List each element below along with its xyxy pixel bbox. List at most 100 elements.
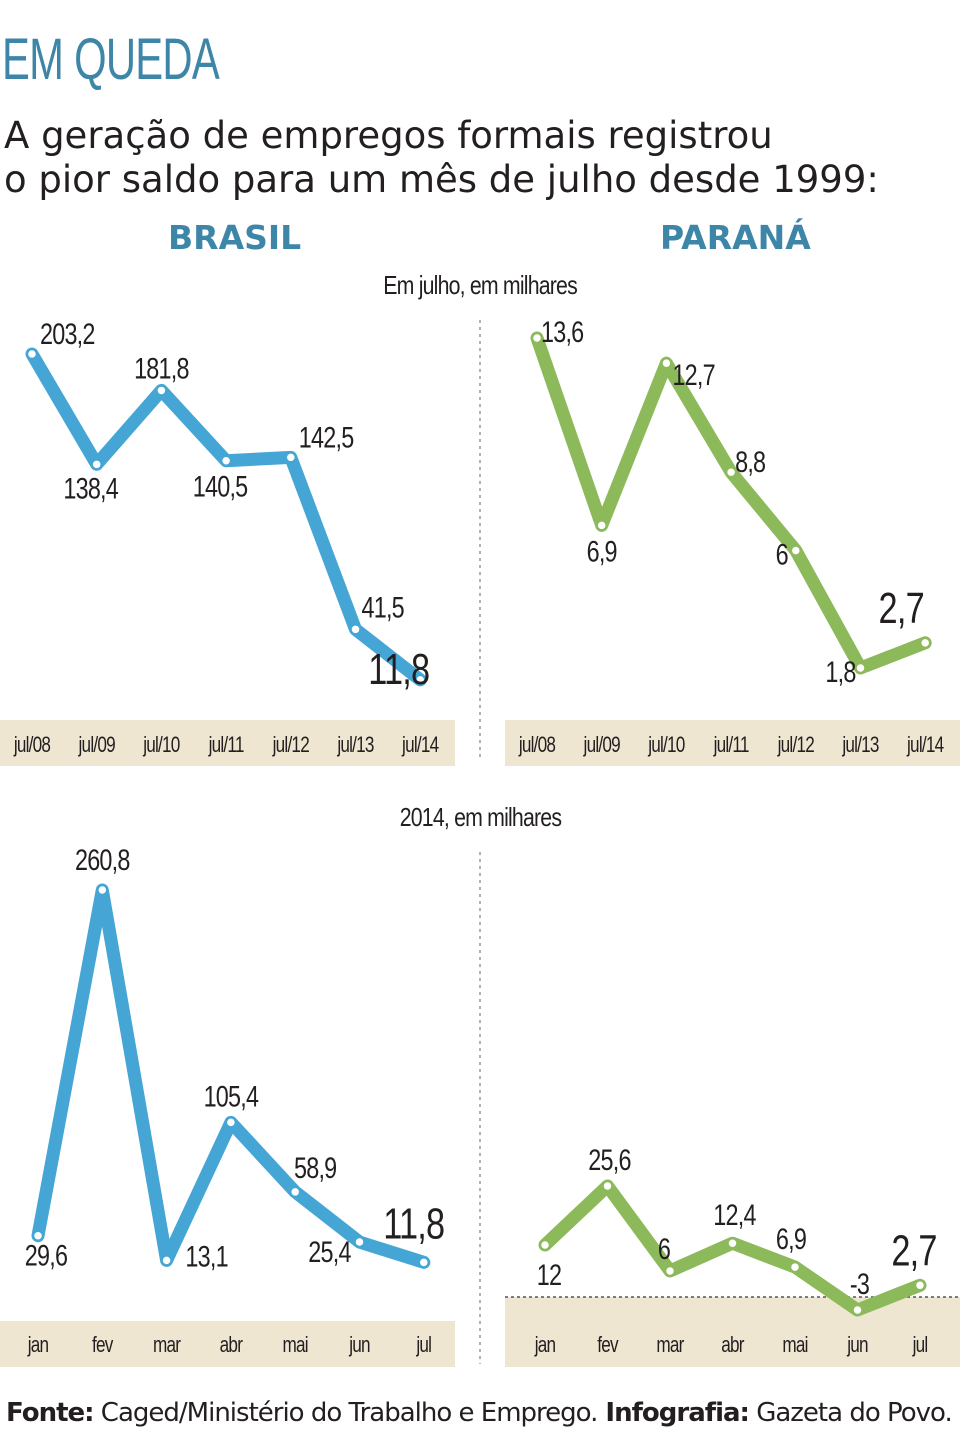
data-point bbox=[919, 637, 931, 649]
axis-band bbox=[505, 1321, 960, 1367]
data-point bbox=[418, 1257, 430, 1268]
x-tick-label: jul/11 bbox=[713, 733, 749, 758]
x-tick-label: jul bbox=[912, 1333, 928, 1358]
data-point bbox=[161, 1255, 172, 1266]
data-label: -3 bbox=[850, 1267, 869, 1300]
data-point bbox=[539, 1239, 551, 1251]
data-point bbox=[414, 674, 426, 686]
data-label: 13,1 bbox=[185, 1240, 227, 1273]
data-label: 142,5 bbox=[299, 421, 354, 454]
data-label: 11,8 bbox=[383, 1199, 444, 1248]
chart-parana-2014: 12 jan 25,6 fev 6 mar 12,4 abr 6,9 mai -3 jun 2,7 jul bbox=[505, 1143, 960, 1367]
x-tick-label: abr bbox=[220, 1333, 244, 1358]
data-point bbox=[354, 1236, 365, 1248]
x-tick-label: jul/09 bbox=[78, 733, 116, 758]
chart-brasil-2014: 29,6 jan 260,8 fev 13,1 mar 105,4 abr 58,9 mai 25,… bbox=[0, 843, 455, 1367]
series-line bbox=[25, 347, 427, 687]
footer-source-label: Fonte: bbox=[6, 1398, 95, 1428]
x-tick-label: jul/14 bbox=[401, 733, 439, 758]
data-label: 6,9 bbox=[587, 535, 617, 568]
data-point bbox=[914, 1280, 926, 1291]
data-label: 8,8 bbox=[735, 445, 765, 478]
headline: EM QUEDA bbox=[2, 27, 220, 92]
data-point bbox=[664, 1265, 676, 1277]
data-point bbox=[855, 662, 866, 674]
data-point bbox=[725, 466, 737, 478]
data-point bbox=[285, 452, 297, 463]
x-tick-label: jun bbox=[348, 1333, 369, 1358]
x-tick-label: fev bbox=[92, 1333, 113, 1358]
series-line bbox=[31, 883, 431, 1269]
footer-source-text: Caged/Ministério do Trabalho e Emprego. bbox=[93, 1398, 599, 1428]
x-tick-label: jan bbox=[27, 1333, 48, 1358]
section-label-2014: 2014, em milhares bbox=[0, 802, 960, 833]
data-label: 12 bbox=[537, 1258, 561, 1291]
region-label-brasil: BRASIL bbox=[168, 218, 302, 257]
data-point bbox=[26, 348, 38, 360]
data-label: 105,4 bbox=[204, 1080, 259, 1113]
x-tick-label: jul/08 bbox=[13, 733, 51, 758]
footer-credit-text: Gazeta do Povo. bbox=[748, 1398, 953, 1428]
data-point bbox=[789, 1261, 801, 1273]
x-tick-label: jul/13 bbox=[336, 733, 374, 758]
axis-band bbox=[505, 720, 960, 766]
x-tick-label: jul/13 bbox=[841, 733, 879, 758]
data-point bbox=[602, 1180, 613, 1192]
data-point bbox=[225, 1117, 237, 1128]
data-point bbox=[790, 545, 802, 556]
subtitle-line-1: A geração de empregos formais registrou bbox=[4, 114, 773, 157]
section-label-2014-text: 2014, em milhares bbox=[399, 802, 561, 832]
x-tick-label: jul/10 bbox=[647, 733, 685, 758]
axis-band bbox=[0, 1321, 455, 1367]
data-point bbox=[91, 459, 102, 470]
data-label: 25,6 bbox=[588, 1143, 630, 1176]
data-label: 29,6 bbox=[25, 1239, 67, 1272]
x-tick-label: mai bbox=[283, 1333, 309, 1358]
data-label: 6,9 bbox=[776, 1222, 806, 1255]
axis-band bbox=[0, 720, 455, 766]
x-tick-label: jul bbox=[416, 1333, 432, 1358]
data-label: 11,8 bbox=[368, 645, 429, 694]
data-label: 41,5 bbox=[362, 591, 404, 624]
data-point bbox=[531, 332, 543, 344]
series-line bbox=[530, 331, 932, 675]
data-label: 1,8 bbox=[825, 655, 855, 688]
data-label: 203,2 bbox=[40, 317, 95, 350]
data-label: 25,4 bbox=[308, 1235, 351, 1268]
data-point bbox=[156, 385, 167, 396]
data-point bbox=[32, 1230, 44, 1241]
footer-credit-label: Infografia: bbox=[597, 1398, 750, 1428]
data-point bbox=[596, 520, 607, 531]
x-tick-label: jul/12 bbox=[272, 733, 309, 758]
subtitle-line-2: o pior saldo para um mês de julho desde … bbox=[4, 158, 879, 201]
subtitle: A geração de empregos formais registrou … bbox=[4, 114, 954, 202]
data-label: 6 bbox=[776, 538, 788, 571]
x-tick-label: mar bbox=[153, 1333, 181, 1358]
data-label: 2,7 bbox=[879, 584, 924, 633]
x-tick-label: jul/10 bbox=[142, 733, 180, 758]
data-label: 12,4 bbox=[713, 1198, 756, 1231]
footer-credits: Fonte: Caged/Ministério do Trabalho e Em… bbox=[6, 1398, 953, 1428]
x-tick-label: jul/11 bbox=[208, 733, 244, 758]
x-tick-label: jan bbox=[534, 1333, 555, 1358]
data-label: 12,7 bbox=[672, 358, 714, 391]
x-tick-label: jun bbox=[846, 1333, 867, 1358]
x-tick-label: jul/09 bbox=[583, 733, 621, 758]
region-label-parana: PARANÁ bbox=[660, 218, 811, 257]
x-tick-label: jul/08 bbox=[518, 733, 556, 758]
data-point bbox=[289, 1186, 301, 1198]
data-label: 138,4 bbox=[63, 472, 118, 505]
x-tick-label: fev bbox=[597, 1333, 618, 1358]
data-label: 181,8 bbox=[134, 352, 189, 385]
data-point bbox=[727, 1237, 738, 1249]
x-tick-label: jul/14 bbox=[906, 733, 944, 758]
data-point bbox=[220, 455, 232, 467]
section-label-julho: Em julho, em milhares bbox=[0, 270, 960, 301]
x-tick-label: jul/12 bbox=[777, 733, 814, 758]
x-tick-label: abr bbox=[721, 1333, 745, 1358]
data-point bbox=[661, 357, 672, 369]
data-label: 58,9 bbox=[294, 1151, 336, 1184]
data-point bbox=[852, 1304, 863, 1316]
data-label: 260,8 bbox=[75, 843, 130, 876]
